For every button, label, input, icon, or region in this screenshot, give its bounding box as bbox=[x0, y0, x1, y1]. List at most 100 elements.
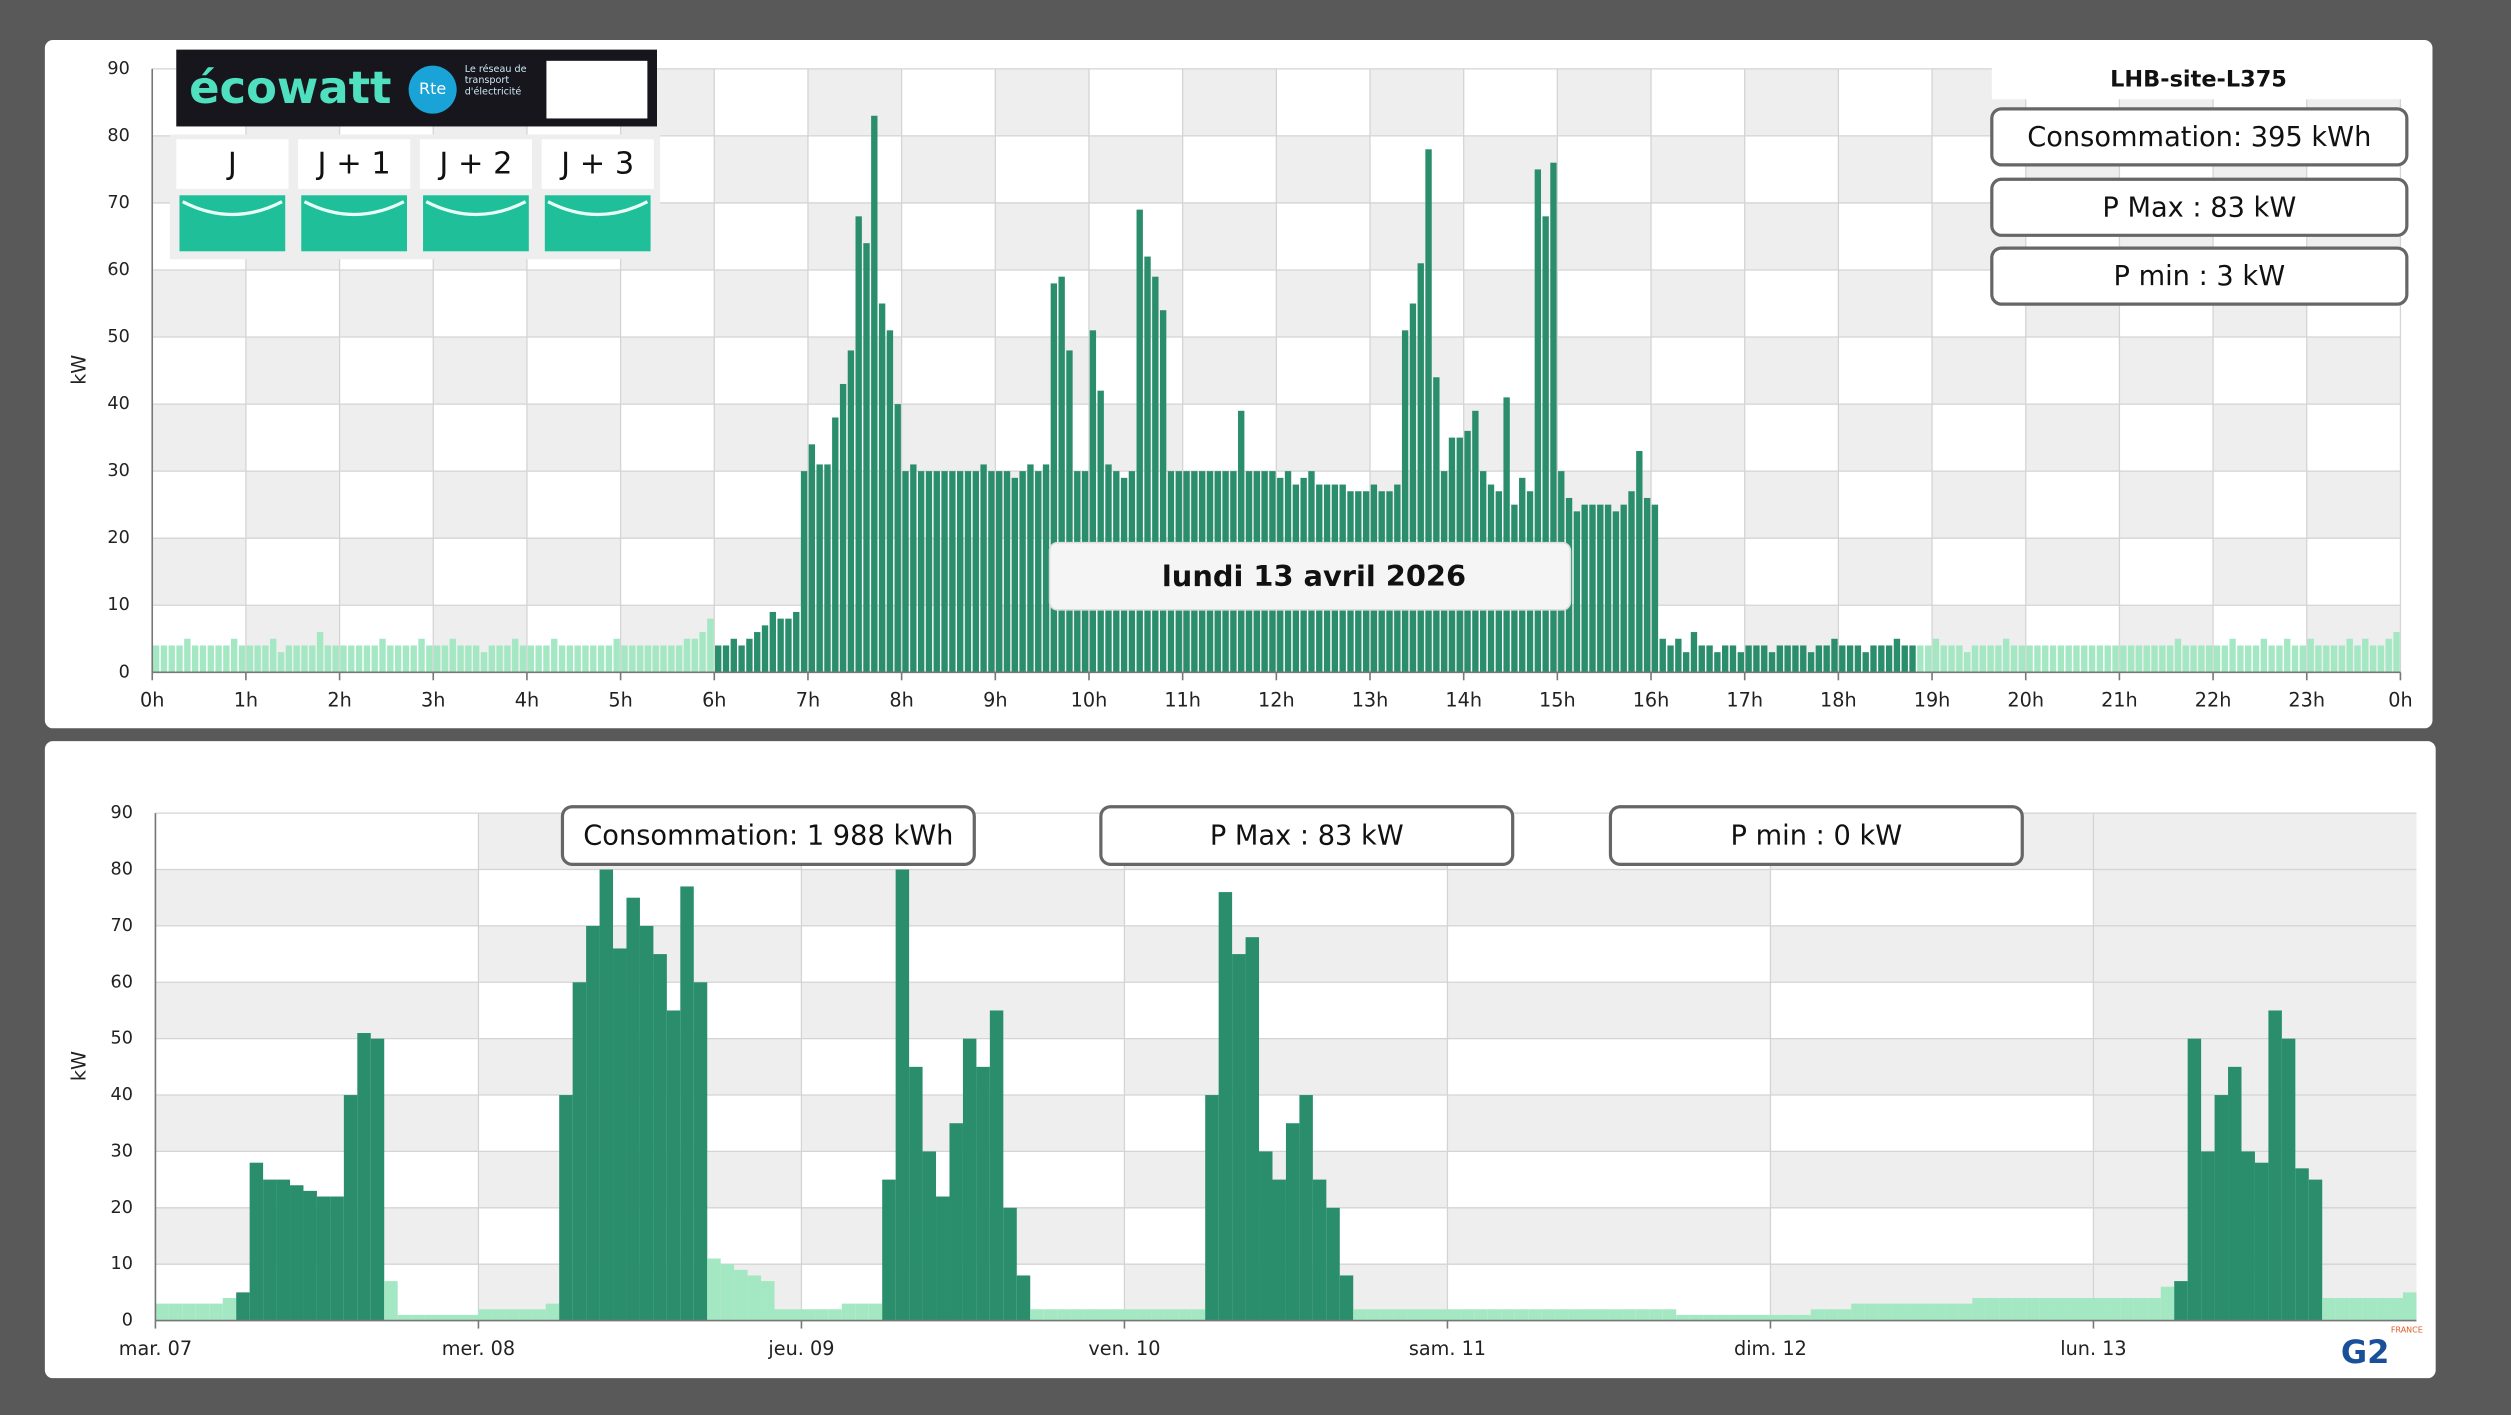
plot-cell bbox=[478, 869, 802, 926]
plot-cell bbox=[155, 813, 479, 870]
bar bbox=[1380, 1309, 1394, 1321]
plot-cell bbox=[1557, 538, 1652, 606]
bar bbox=[715, 645, 722, 673]
bar bbox=[2299, 645, 2307, 673]
bar bbox=[980, 464, 987, 673]
bar bbox=[488, 645, 495, 673]
x-tick-label: 15h bbox=[1539, 689, 1576, 712]
bar bbox=[2323, 645, 2330, 673]
logo-g2: G2 bbox=[2341, 1333, 2390, 1371]
bar bbox=[1433, 377, 1440, 673]
bar bbox=[410, 645, 417, 673]
x-tick-label: 16h bbox=[1633, 689, 1670, 712]
bar bbox=[1864, 1303, 1879, 1321]
bar bbox=[199, 645, 207, 673]
bar bbox=[152, 645, 160, 673]
stat-box bbox=[1990, 246, 2409, 306]
bar bbox=[1972, 1298, 1986, 1321]
bar bbox=[1743, 1314, 1757, 1321]
x-tick-label: dim. 12 bbox=[1734, 1337, 1807, 1360]
plot-cell bbox=[1838, 605, 1933, 673]
y-tick-label: 70 bbox=[107, 193, 129, 213]
bar bbox=[1011, 477, 1019, 673]
bar bbox=[989, 1010, 1004, 1321]
plot-cell bbox=[1651, 605, 1745, 673]
bar bbox=[1940, 645, 1947, 673]
plot-cell bbox=[1651, 471, 1745, 539]
bar bbox=[895, 869, 910, 1321]
bar bbox=[2376, 1298, 2390, 1321]
bar bbox=[1839, 645, 1846, 673]
bar bbox=[787, 1309, 802, 1321]
plot-cell bbox=[526, 605, 621, 673]
bar bbox=[1016, 1275, 1031, 1321]
bar bbox=[207, 645, 214, 673]
y-tick-label: 80 bbox=[107, 126, 129, 146]
bar bbox=[1110, 1309, 1125, 1321]
bar bbox=[785, 618, 792, 673]
bar bbox=[1608, 1309, 1623, 1321]
bar bbox=[909, 1066, 923, 1321]
bar bbox=[1164, 1309, 1179, 1321]
bar bbox=[629, 645, 636, 673]
plot-cell bbox=[152, 471, 246, 539]
bar bbox=[168, 645, 175, 673]
top-stats: Consommation: 395 kWh P Max : 83 kW P min … bbox=[1990, 107, 2409, 306]
bar bbox=[777, 618, 784, 673]
bar bbox=[1460, 1309, 1475, 1321]
x-tick-label: 4h bbox=[515, 689, 539, 712]
bar bbox=[1353, 1309, 1367, 1321]
bar bbox=[2338, 645, 2346, 673]
bar bbox=[2133, 1298, 2148, 1321]
x-tick-label: ven. 10 bbox=[1088, 1337, 1160, 1360]
bar bbox=[160, 645, 168, 673]
bar bbox=[1238, 410, 1245, 673]
bar bbox=[747, 1275, 762, 1321]
bar bbox=[746, 638, 753, 673]
bar bbox=[1893, 638, 1901, 673]
bar bbox=[1407, 1309, 1421, 1321]
bar bbox=[1144, 256, 1151, 673]
bar bbox=[1659, 638, 1666, 673]
bar bbox=[675, 645, 683, 673]
bar bbox=[1070, 1309, 1085, 1321]
date-label: lundi 13 avril 2026 bbox=[1162, 559, 1466, 593]
bar bbox=[936, 1196, 950, 1321]
bar bbox=[605, 645, 613, 673]
bar bbox=[956, 471, 964, 673]
plot-cell bbox=[245, 404, 340, 472]
bar bbox=[2291, 645, 2299, 673]
bar bbox=[2174, 1281, 2188, 1321]
bar bbox=[1807, 652, 1815, 673]
bar bbox=[1597, 504, 1604, 673]
plot-cell bbox=[901, 471, 996, 539]
bar bbox=[599, 869, 614, 1321]
plot-cell bbox=[801, 925, 1125, 983]
plot-cell bbox=[1088, 337, 1183, 405]
bar bbox=[2241, 1151, 2255, 1321]
bar bbox=[1635, 1309, 1650, 1321]
bar bbox=[424, 1314, 439, 1321]
day-tile bbox=[419, 139, 533, 189]
bar bbox=[1878, 645, 1885, 673]
bar bbox=[473, 645, 480, 673]
plot-cell bbox=[1651, 202, 1745, 270]
plot-cell bbox=[2213, 337, 2307, 405]
bar bbox=[2252, 645, 2260, 673]
day-wave bbox=[547, 200, 649, 216]
bar bbox=[1555, 1309, 1569, 1321]
bar bbox=[2221, 645, 2228, 673]
plot-cell bbox=[1182, 404, 1277, 472]
plot-cell bbox=[2213, 605, 2307, 673]
x-tick-label: 20h bbox=[2007, 689, 2044, 712]
bar bbox=[626, 897, 640, 1321]
plot-cell bbox=[1838, 337, 1933, 405]
plot-cell bbox=[1088, 68, 1183, 136]
y-tick-label: 20 bbox=[107, 528, 129, 548]
x-tick-label: mar. 07 bbox=[119, 1337, 192, 1360]
plot-cell bbox=[1651, 68, 1745, 136]
bar bbox=[1027, 464, 1034, 673]
bar bbox=[2166, 645, 2174, 673]
bar bbox=[1218, 892, 1233, 1321]
